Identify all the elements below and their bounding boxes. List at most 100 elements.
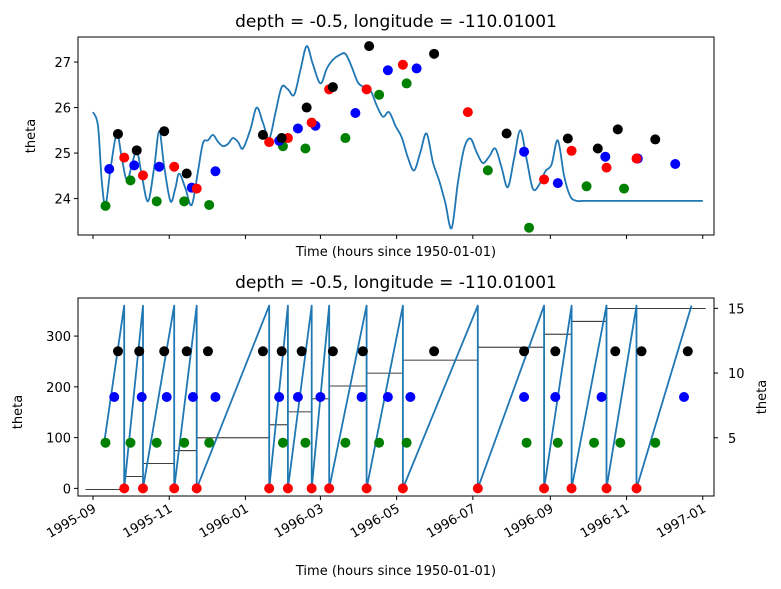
top-blue-marker — [670, 158, 681, 169]
bottom-right-y-tick-label: 5 — [728, 432, 736, 447]
bottom-black-marker — [112, 346, 123, 357]
bottom-black-marker — [159, 346, 170, 357]
bottom-blue-marker — [550, 392, 561, 402]
bottom-x-tick-label: 1996-09 — [502, 501, 557, 541]
bottom-red-marker — [169, 483, 180, 494]
top-green-marker — [619, 183, 630, 194]
bottom-green-marker — [151, 437, 162, 448]
bottom-blue-marker — [356, 392, 367, 402]
bottom-black-marker — [682, 346, 693, 357]
top-red-marker — [462, 107, 473, 118]
bottom-red-marker — [601, 483, 612, 494]
top-red-marker — [137, 170, 148, 181]
top-black-marker — [112, 128, 123, 139]
bottom-right-y-tick-label: 10 — [728, 367, 745, 382]
top-black-marker — [429, 48, 440, 59]
top-blue-marker — [292, 123, 303, 134]
bottom-x-axis-label: Time (hours since 1950-01-01) — [295, 564, 496, 579]
bottom-x-tick-label: 1995-09 — [44, 501, 99, 541]
bottom-black-marker — [357, 346, 368, 357]
top-chart: depth = -0.5, longitude = -110.01001 Tim… — [24, 12, 715, 260]
bottom-x-tick-label: 1995-11 — [121, 501, 176, 541]
bottom-red-marker — [397, 483, 408, 494]
top-green-marker — [151, 196, 162, 207]
top-theta-line — [92, 45, 703, 230]
bottom-green-marker — [374, 437, 385, 448]
top-red-marker — [169, 161, 180, 172]
bottom-x-tick-label: 1996-11 — [578, 501, 633, 541]
top-red-marker — [361, 84, 372, 95]
top-black-marker — [562, 133, 573, 144]
bottom-y-tick-label: 200 — [46, 381, 71, 396]
bottom-x-tick-label: 1996-05 — [348, 501, 403, 541]
top-red-marker — [119, 152, 130, 163]
bottom-red-marker — [631, 483, 642, 494]
top-blue-marker — [154, 161, 165, 172]
bottom-red-marker — [306, 483, 317, 494]
bottom-black-marker — [636, 346, 647, 357]
top-y-tick-label: 25 — [54, 147, 71, 162]
top-red-marker — [601, 162, 612, 173]
bottom-green-marker — [204, 437, 215, 448]
bottom-black-marker — [276, 346, 287, 357]
bottom-green-marker — [340, 437, 351, 448]
top-blue-marker — [129, 160, 140, 171]
top-blue-marker — [104, 164, 115, 174]
top-green-marker — [100, 200, 111, 211]
bottom-right-y-tick-label: 15 — [728, 302, 745, 317]
top-black-marker — [181, 168, 192, 179]
top-axes-frame — [77, 36, 715, 236]
bottom-blue-marker — [382, 392, 393, 402]
top-y-axis-label: theta — [24, 119, 39, 153]
top-green-marker — [524, 222, 535, 233]
top-green-marker — [179, 196, 190, 207]
top-blue-marker — [382, 65, 393, 76]
bottom-green-marker — [552, 437, 563, 448]
top-red-marker — [306, 117, 317, 128]
bottom-black-marker — [327, 346, 338, 357]
top-green-marker — [374, 89, 385, 100]
bottom-y-tick-label: 0 — [63, 482, 71, 497]
bottom-blue-marker — [405, 392, 416, 402]
top-red-marker — [191, 183, 202, 194]
bottom-red-marker — [361, 483, 372, 494]
bottom-y-axis-label: theta — [11, 395, 26, 429]
bottom-step-line — [85, 308, 706, 490]
top-red-marker — [264, 137, 275, 148]
bottom-theta-line — [103, 304, 693, 490]
bottom-y-tick-label: 100 — [46, 432, 71, 447]
bottom-black-marker — [181, 346, 192, 357]
top-black-marker — [650, 134, 661, 145]
bottom-red-marker — [472, 483, 483, 494]
top-black-marker — [257, 129, 268, 140]
bottom-black-marker — [550, 346, 561, 357]
top-blue-marker — [552, 178, 563, 189]
top-y-tick-label: 27 — [54, 56, 71, 71]
bottom-x-tick-label: 1996-07 — [424, 501, 479, 541]
bottom-red-marker — [191, 483, 202, 494]
bottom-red-marker — [282, 483, 293, 494]
top-black-marker — [276, 133, 287, 144]
bottom-black-marker — [202, 346, 213, 357]
bottom-red-marker — [264, 483, 275, 494]
bottom-blue-marker — [679, 392, 690, 402]
bottom-black-marker — [257, 346, 268, 357]
top-axes-ticks: 24 25 26 27 — [54, 56, 704, 239]
bottom-blue-marker — [109, 392, 120, 402]
top-black-marker — [327, 82, 338, 93]
top-green-marker — [401, 78, 412, 89]
bottom-black-marker — [296, 346, 307, 357]
top-black-marker — [612, 124, 623, 135]
top-green-marker — [300, 143, 311, 154]
top-green-marker — [125, 175, 136, 186]
bottom-green-marker — [615, 437, 626, 448]
bottom-green-marker — [300, 437, 311, 448]
top-green-marker — [581, 181, 592, 192]
bottom-blue-marker — [161, 392, 172, 402]
top-plot-area — [92, 41, 703, 233]
bottom-blue-marker — [136, 392, 147, 402]
top-blue-marker — [210, 166, 221, 177]
top-black-marker — [501, 128, 512, 139]
top-red-marker — [397, 59, 408, 70]
